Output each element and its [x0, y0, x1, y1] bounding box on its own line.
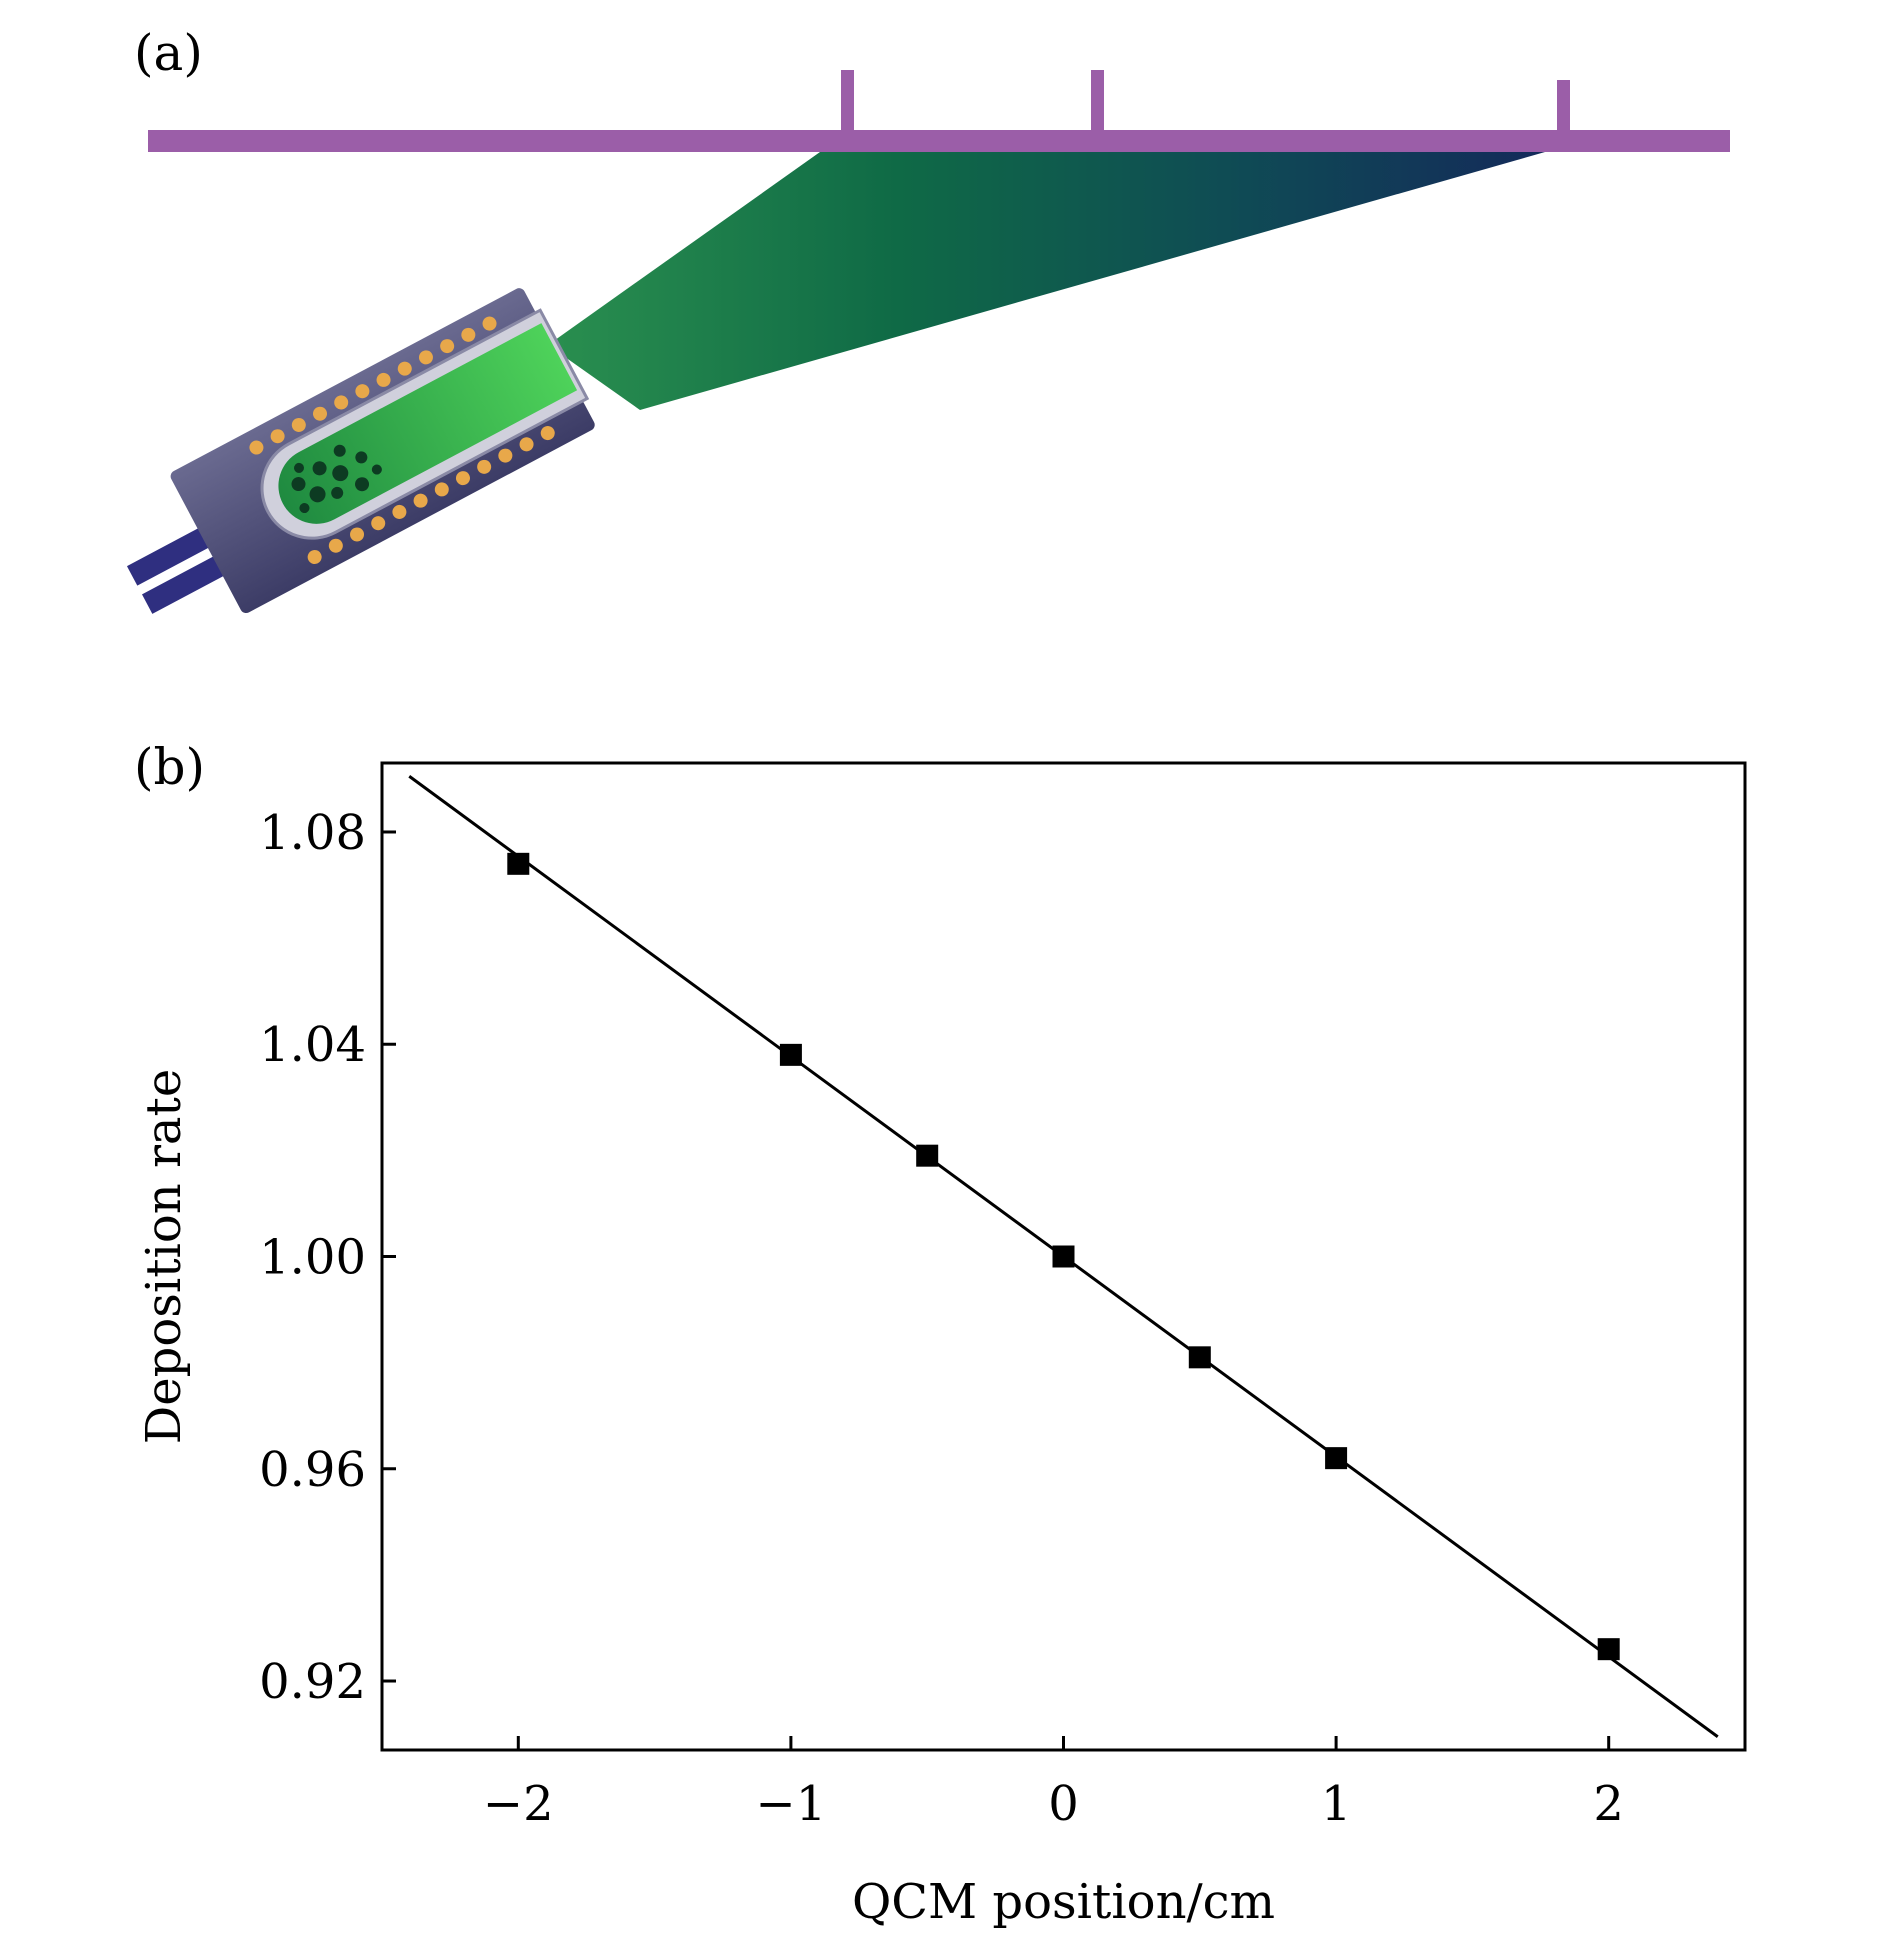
heater-coils [249, 316, 555, 564]
y-tick-label: 1.08 [259, 805, 366, 861]
x-tick-label: 2 [1593, 1776, 1624, 1832]
y-tick-label: 1.00 [259, 1230, 366, 1286]
effusion-cell [126, 288, 595, 614]
x-tick-label: −1 [756, 1776, 827, 1832]
panel-b-label: (b) [134, 738, 206, 796]
x-tick-label: −2 [483, 1776, 554, 1832]
data-point [507, 852, 530, 875]
evaporation-source-illustration [126, 70, 1730, 614]
y-axis-title: Deposition rate [136, 1069, 192, 1444]
y-tick-label: 0.92 [259, 1654, 366, 1710]
data-point [779, 1043, 802, 1066]
data-point [1052, 1245, 1075, 1268]
substrate-holder [148, 70, 1730, 152]
x-tick-label: 0 [1048, 1776, 1079, 1832]
x-axis-title: QCM position/cm [852, 1874, 1275, 1930]
data-point [1325, 1447, 1348, 1470]
data-point [1597, 1638, 1620, 1661]
data-point [1188, 1346, 1211, 1369]
vapor-beam [548, 152, 1545, 410]
x-tick-label: 1 [1321, 1776, 1352, 1832]
panel-a-label: (a) [134, 24, 203, 82]
y-tick-label: 1.04 [259, 1017, 366, 1073]
data-point [916, 1144, 939, 1167]
y-tick-label: 0.96 [259, 1442, 366, 1498]
